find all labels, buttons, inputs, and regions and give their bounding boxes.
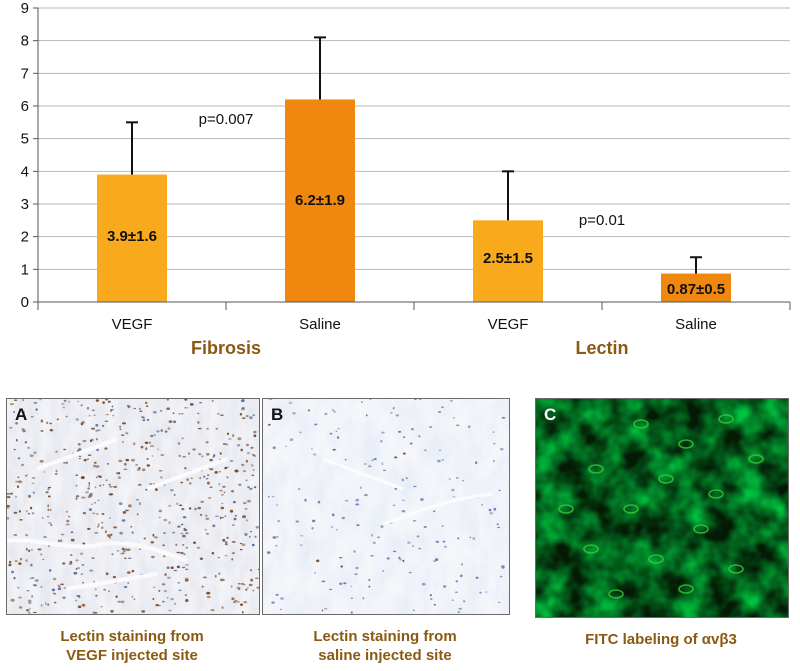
group-label: Fibrosis bbox=[191, 338, 261, 358]
panel-a-caption: Lectin staining from VEGF injected site bbox=[6, 627, 258, 665]
panel-c-caption: FITC labeling of αvβ3 bbox=[535, 630, 787, 649]
panel-b-caption-line-2: saline injected site bbox=[318, 647, 452, 664]
x-tick-label: Saline bbox=[675, 316, 717, 333]
p-value-annotation: p=0.01 bbox=[579, 212, 625, 229]
y-tick-label: 8 bbox=[21, 33, 29, 50]
x-tick-label: VEGF bbox=[112, 316, 153, 333]
p-value-annotation: p=0.007 bbox=[199, 111, 254, 128]
panel-b-caption: Lectin staining from saline injected sit… bbox=[262, 627, 508, 665]
y-tick-label: 2 bbox=[21, 229, 29, 246]
axes bbox=[33, 7, 791, 310]
panel-c-image: C bbox=[535, 398, 789, 618]
y-tick-label: 7 bbox=[21, 65, 29, 82]
panel-b-image: B bbox=[262, 398, 510, 615]
bar bbox=[661, 273, 731, 302]
y-tick-label: 0 bbox=[21, 294, 29, 311]
y-tick-label: 9 bbox=[21, 0, 29, 17]
chart-labels: 0 1 2 3 4 5 6 7 8 9 3.9±1.6 VEGF 6.2±1.9 Saline 2.5±1.… bbox=[21, 0, 725, 358]
y-tick-label: 4 bbox=[21, 163, 29, 180]
panel-a-caption-line-1: Lectin staining from bbox=[60, 628, 204, 645]
data-label: 2.5±1.5 bbox=[483, 250, 533, 267]
bar bbox=[97, 174, 167, 302]
bar bbox=[473, 220, 543, 302]
y-tick-label: 6 bbox=[21, 98, 29, 115]
bars bbox=[97, 36, 731, 302]
bar bbox=[285, 99, 355, 302]
data-label: 3.9±1.6 bbox=[107, 228, 157, 245]
x-tick-label: Saline bbox=[299, 316, 341, 333]
y-tick-label: 1 bbox=[21, 261, 29, 278]
group-label: Lectin bbox=[575, 338, 628, 358]
panel-b-letter: B bbox=[271, 405, 284, 424]
data-label: 6.2±1.9 bbox=[295, 192, 345, 209]
panel-c-letter: C bbox=[544, 405, 557, 424]
y-tick-label: 3 bbox=[21, 196, 29, 213]
data-label: 0.87±0.5 bbox=[667, 281, 725, 298]
panel-a-letter: A bbox=[15, 405, 28, 424]
bar-chart: 0 1 2 3 4 5 6 7 8 9 3.9±1.6 VEGF 6.2±1.9 Saline 2.5±1.… bbox=[21, 0, 791, 358]
panel-b-caption-line-1: Lectin staining from bbox=[313, 628, 457, 645]
panel-c-caption-line-1: FITC labeling of αvβ3 bbox=[585, 631, 737, 648]
y-tick-label: 5 bbox=[21, 131, 29, 148]
panel-a-image: A bbox=[6, 398, 260, 615]
panel-a-caption-line-2: VEGF injected site bbox=[66, 647, 198, 664]
x-tick-label: VEGF bbox=[488, 316, 529, 333]
